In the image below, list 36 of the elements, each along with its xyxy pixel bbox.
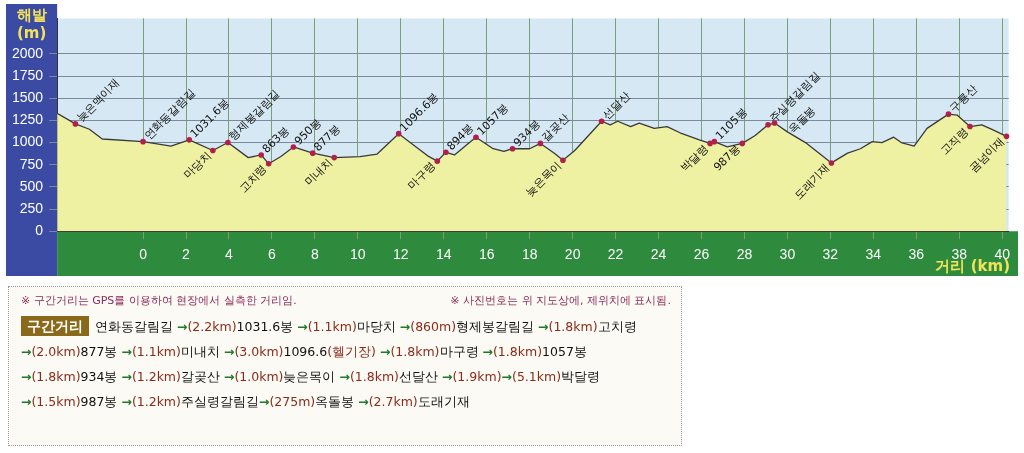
x-tick-label: 30 — [779, 246, 796, 263]
x-tick-label: 36 — [908, 246, 925, 263]
x-tick-label: 22 — [607, 246, 624, 263]
x-tick-label: 14 — [435, 246, 452, 263]
text: ※ 사진번호는 위 지도상에, 제위치에 표시됨. — [450, 293, 671, 308]
y-tick-label: 250 — [19, 199, 44, 216]
x-tick-label: 8 — [310, 246, 319, 263]
x-tick-label: 12 — [393, 246, 409, 263]
y-axis-title: 해발 (m) — [16, 6, 47, 42]
x-tick-label: 0 — [139, 246, 148, 263]
y-tick-label: 1250 — [11, 111, 44, 128]
x-tick-label: 24 — [650, 246, 667, 263]
x-tick-label: 28 — [736, 246, 753, 263]
x-tick-label: 4 — [225, 246, 234, 263]
text: 구간거리 — [21, 316, 89, 336]
y-tick-label: 2000 — [11, 44, 44, 61]
x-tick-label: 32 — [822, 246, 839, 263]
y-tick-label: 500 — [19, 177, 44, 194]
y-tick-label: 1750 — [11, 66, 44, 83]
x-tick-label: 34 — [865, 246, 882, 263]
text: →(2.0km)877봉 →(1.1km)미내치 →(3.0km)1096.6(헬기장) →(1.8km)마구령 →(1.8km)1057봉 — [21, 344, 587, 359]
x-tick-label: 26 — [693, 246, 710, 263]
y-tick-label: 0 — [35, 222, 44, 239]
y-tick-label: 1000 — [11, 133, 44, 150]
y-tick-label: 1500 — [11, 89, 44, 106]
x-tick-label: 16 — [478, 246, 495, 263]
text: ※ 구간거리는 GPS를 이용하여 현장에서 실측한 거리임. — [21, 293, 297, 308]
y-tick-label: 750 — [19, 155, 44, 172]
x-tick-label: 20 — [564, 246, 581, 263]
text: 연화동갈림길 →(2.2km)1031.6봉 →(1.1km)마당치 →(860m)형제봉갈림길 →(1.8km)고치령 — [95, 319, 637, 334]
text: →(1.8km)934봉 →(1.2km)갈곶산 →(1.0km)늦은목이 →(1.8km)선달산 →(1.9km)→(5.1km)박달령 — [21, 369, 601, 384]
text: →(1.5km)987봉 →(1.2km)주실령갈림길→(275m)옥돌봉 →(2.7km)도래기재 — [21, 394, 470, 409]
x-tick-label: 2 — [182, 246, 191, 263]
x-tick-label: 6 — [268, 246, 277, 263]
x-tick-label: 18 — [521, 246, 538, 263]
x-tick-label: 10 — [350, 246, 366, 263]
